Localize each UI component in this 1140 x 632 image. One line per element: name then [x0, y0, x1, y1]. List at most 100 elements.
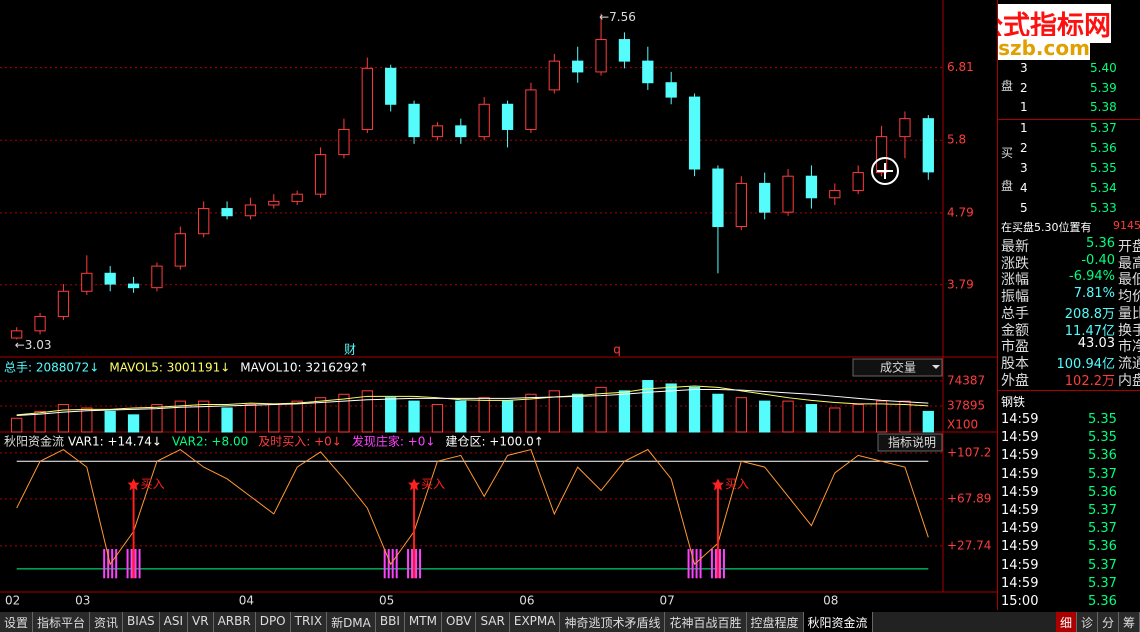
candle-body	[642, 60, 654, 84]
volume-bar	[361, 390, 373, 433]
volume-bar	[314, 397, 327, 433]
candle-body	[104, 272, 116, 285]
tab[interactable]: 设置	[0, 612, 34, 632]
right-tab[interactable]: 分	[1097, 612, 1119, 632]
candle-body	[759, 182, 771, 213]
tab[interactable]: MTM	[404, 612, 442, 632]
volume-bar	[291, 400, 303, 433]
stat-label2: 最高	[1118, 255, 1140, 272]
event-mark: q	[613, 343, 621, 357]
tab[interactable]: 资讯	[90, 612, 124, 632]
y-tick-label: 5.8	[947, 133, 966, 147]
stat-label2: 换手	[1118, 322, 1140, 339]
candle-body	[34, 315, 46, 332]
ask-price: 5.38	[1090, 100, 1117, 114]
candle-body	[478, 103, 490, 138]
candle-body	[127, 283, 140, 289]
candle-body	[174, 233, 186, 267]
button[interactable]	[877, 433, 943, 452]
stat-label2: 内盘	[1118, 372, 1140, 389]
stat-value: -0.40	[1081, 252, 1115, 268]
stat-label2: 开盘	[1118, 239, 1140, 255]
tab[interactable]: ARBR	[213, 612, 256, 632]
tick-price: 5.37	[1088, 521, 1117, 537]
stat-value: 208.8万	[1064, 306, 1115, 322]
tab[interactable]: VR	[188, 612, 214, 632]
volume-bar	[57, 404, 70, 433]
volume-bar	[712, 393, 724, 433]
tab[interactable]: 控盘程度	[746, 612, 804, 632]
x-tick-label: 07	[660, 594, 675, 608]
ma-line	[16, 388, 929, 417]
tab[interactable]: OBV	[441, 612, 477, 632]
buy-label: 买入	[725, 477, 749, 491]
tab[interactable]: BBI	[375, 612, 405, 632]
tick-price: 5.36	[1088, 539, 1117, 555]
volume-bar	[104, 410, 116, 433]
tab[interactable]: EXPMA	[509, 612, 561, 632]
candle-body	[431, 125, 444, 138]
volume-bar	[525, 393, 537, 433]
tab[interactable]: BIAS	[123, 612, 160, 632]
right-tab[interactable]: 筹	[1118, 612, 1140, 632]
volume-bar	[548, 390, 560, 433]
tab[interactable]: SAR	[476, 612, 510, 632]
ask-level: 2	[1020, 80, 1028, 95]
candle-body	[268, 200, 280, 206]
right-tab[interactable]: 细	[1055, 612, 1077, 632]
stat-label: 振幅	[1001, 289, 1029, 306]
stat-label2: 最低	[1118, 272, 1140, 289]
right-tab[interactable]: 诊	[1076, 612, 1098, 632]
ask-price: 5.40	[1090, 61, 1117, 75]
bid-price: 5.34	[1090, 181, 1117, 195]
volume-bar	[455, 400, 467, 433]
volume-bar	[244, 404, 257, 433]
stat-value: -6.94%	[1069, 269, 1115, 285]
volume-bar	[338, 393, 350, 433]
tab[interactable]: 指标平台	[33, 612, 91, 632]
tab[interactable]: 秋阳资金流	[803, 612, 873, 632]
legend-entry: 发现庄家: +0↓	[352, 434, 436, 449]
volume-bar	[572, 393, 584, 433]
tab[interactable]: TRIX	[290, 612, 328, 632]
legend-entry: 及时买入: +0↓	[258, 435, 342, 449]
tick-time: 14:59	[1001, 412, 1039, 427]
candle-body	[11, 330, 23, 339]
volume-bar	[735, 397, 747, 433]
candle-body	[408, 103, 420, 138]
candle-body	[221, 208, 233, 217]
cursor-cross	[877, 163, 893, 179]
tab[interactable]: DPO	[255, 612, 291, 632]
note: 在买盘5.30位置有	[1001, 221, 1092, 234]
tick-time: 14:59	[1001, 448, 1039, 464]
volume-bar	[805, 404, 818, 433]
volume-bar	[665, 383, 677, 433]
tick-price: 5.37	[1088, 503, 1117, 518]
candle-body	[314, 154, 327, 195]
bid-price: 5.35	[1090, 161, 1117, 175]
candle-body	[922, 118, 934, 173]
stat-value: 100.94亿	[1056, 356, 1116, 372]
volume-bar	[151, 404, 163, 433]
volume-bar	[642, 380, 654, 433]
tab-spacer	[872, 612, 1056, 632]
tab[interactable]: 新DMA	[327, 612, 376, 632]
volume-bar	[618, 390, 631, 433]
tick-price: 5.36	[1088, 448, 1117, 464]
legend-entry: VAR2: +8.00	[172, 435, 248, 449]
chart-area: 6.81 5.8 4.79 3.79 ←7.56 ←3.03 财 q 02 03 04 05 06 07 0…	[0, 0, 997, 608]
stat-label: 总手	[1001, 305, 1029, 322]
bid-level: 5	[1020, 201, 1028, 215]
tab[interactable]: 神奇逃顶术矛盾线	[560, 612, 666, 632]
candle-body	[548, 60, 560, 91]
event-mark: 财	[344, 343, 356, 357]
stat-value: 43.03	[1077, 336, 1115, 352]
divider	[998, 390, 1140, 391]
legend-entry: MAVOL5: 3001191↓	[109, 361, 230, 375]
bid-level: 3	[1020, 161, 1028, 175]
candle-body	[501, 103, 514, 130]
tab[interactable]: 花神百战百胜	[665, 612, 747, 632]
tab[interactable]: ASI	[159, 612, 189, 632]
stat-label: 外盘	[1001, 372, 1029, 389]
candle-body	[665, 82, 677, 98]
